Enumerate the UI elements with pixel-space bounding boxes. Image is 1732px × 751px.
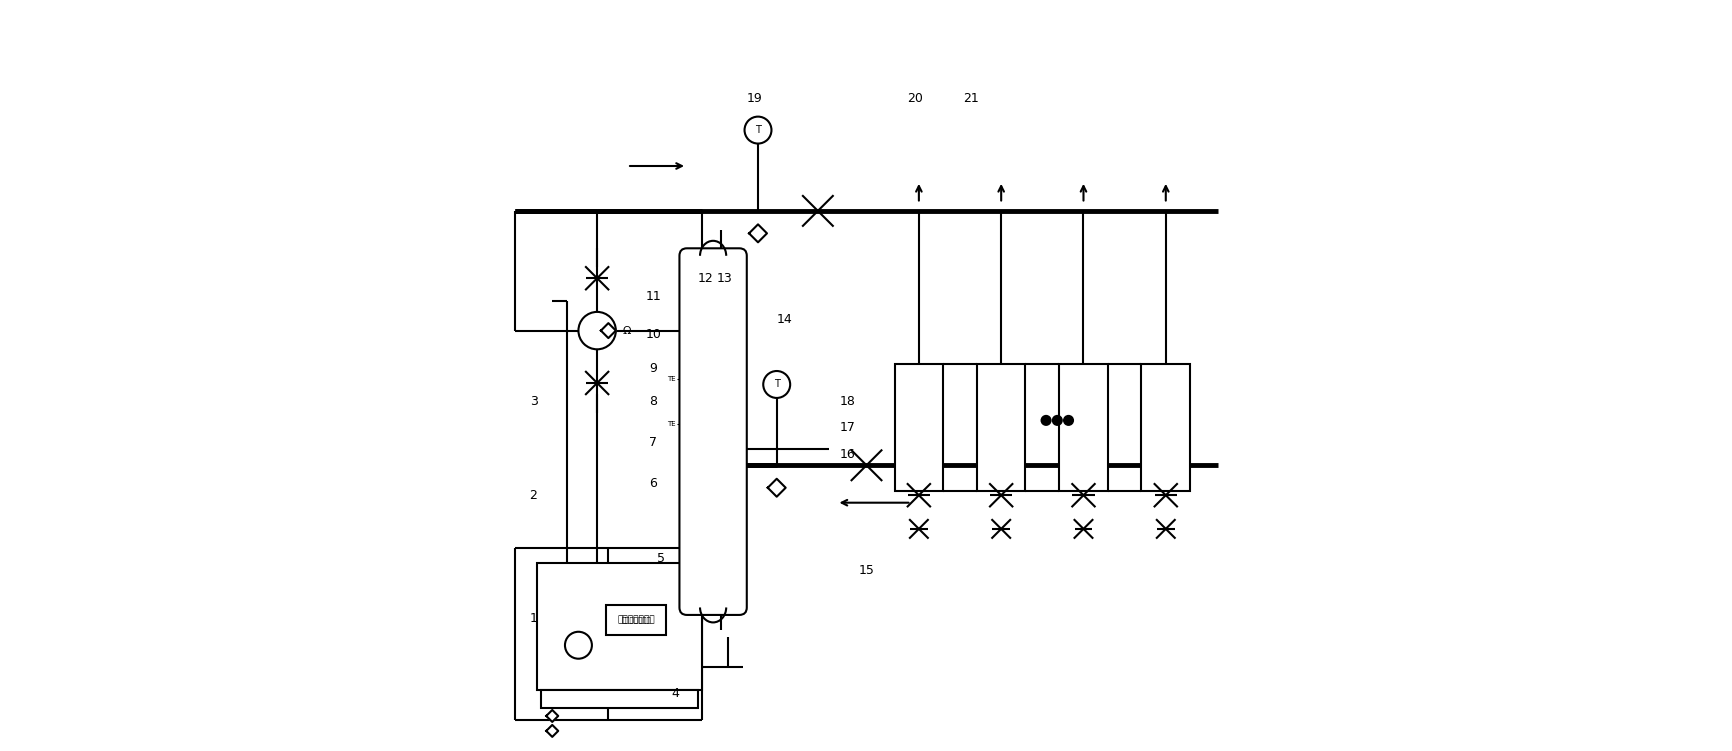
Bar bbox=[1141, 364, 1190, 491]
Text: 19: 19 bbox=[746, 92, 762, 105]
Circle shape bbox=[1053, 416, 1062, 425]
Text: 17: 17 bbox=[840, 421, 856, 434]
Text: 16: 16 bbox=[840, 448, 856, 460]
Circle shape bbox=[745, 116, 771, 143]
Bar bbox=[977, 364, 1025, 491]
Polygon shape bbox=[748, 225, 767, 243]
Text: TE: TE bbox=[667, 376, 675, 382]
Bar bbox=[1058, 364, 1107, 491]
Text: 8: 8 bbox=[650, 395, 656, 409]
Circle shape bbox=[762, 371, 790, 398]
Polygon shape bbox=[601, 323, 615, 338]
Polygon shape bbox=[767, 478, 785, 496]
FancyBboxPatch shape bbox=[679, 249, 746, 615]
Polygon shape bbox=[546, 725, 558, 737]
Text: 5: 5 bbox=[656, 552, 665, 566]
Circle shape bbox=[1063, 416, 1072, 425]
Polygon shape bbox=[546, 710, 558, 722]
Text: 15: 15 bbox=[857, 563, 875, 577]
Text: 液态金属保存筒: 液态金属保存筒 bbox=[617, 615, 655, 624]
Text: 18: 18 bbox=[840, 395, 856, 409]
Text: 9: 9 bbox=[650, 361, 656, 375]
Text: Ω: Ω bbox=[622, 326, 630, 336]
Text: TE: TE bbox=[667, 421, 675, 427]
Text: 12: 12 bbox=[698, 272, 714, 285]
Text: 4: 4 bbox=[672, 687, 679, 700]
Bar bbox=[894, 364, 942, 491]
Circle shape bbox=[1041, 416, 1050, 425]
Circle shape bbox=[578, 312, 615, 349]
Text: 6: 6 bbox=[650, 478, 656, 490]
Text: 3: 3 bbox=[530, 395, 537, 409]
Text: 20: 20 bbox=[906, 92, 923, 105]
Text: 13: 13 bbox=[715, 272, 733, 285]
Circle shape bbox=[565, 632, 592, 659]
Bar bbox=[540, 689, 698, 708]
Text: T: T bbox=[772, 379, 779, 390]
Text: 14: 14 bbox=[776, 313, 792, 326]
Bar bbox=[537, 562, 701, 689]
Text: 2: 2 bbox=[530, 489, 537, 502]
Text: 液态金属保存箱: 液态金属保存箱 bbox=[620, 617, 651, 623]
Text: 1: 1 bbox=[530, 612, 537, 625]
Text: 21: 21 bbox=[963, 92, 979, 105]
Text: 7: 7 bbox=[650, 436, 656, 449]
Text: 11: 11 bbox=[644, 291, 660, 303]
Text: T: T bbox=[755, 125, 760, 135]
Bar bbox=[606, 605, 665, 635]
Text: 10: 10 bbox=[644, 328, 662, 341]
